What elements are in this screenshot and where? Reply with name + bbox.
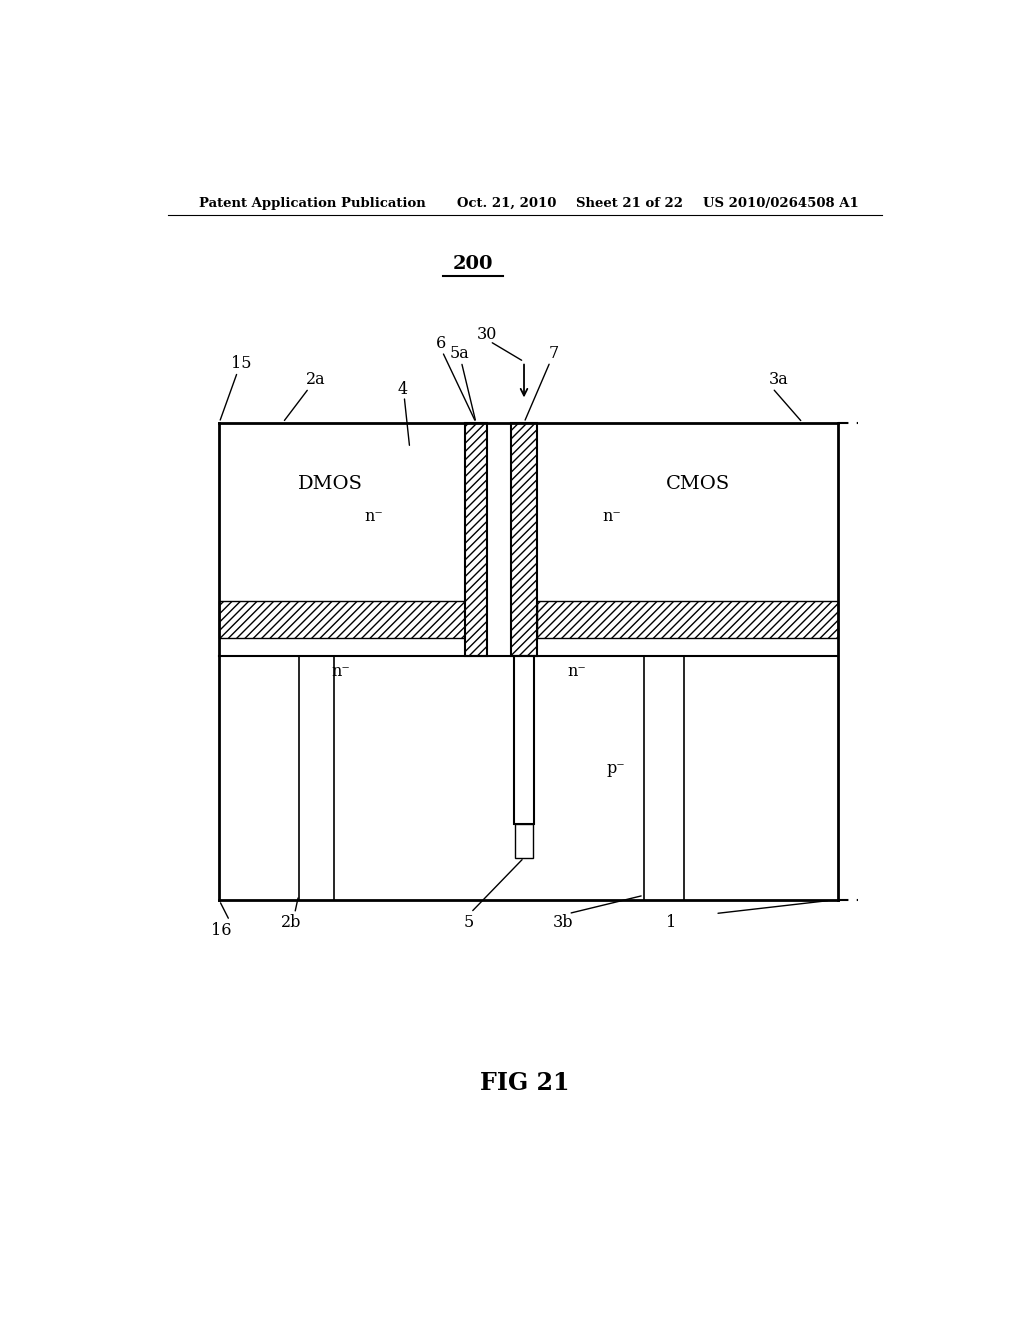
Text: n⁻: n⁻ — [603, 508, 622, 524]
Text: 2b: 2b — [281, 915, 301, 931]
Bar — [515, 824, 532, 858]
Text: Sheet 21 of 22: Sheet 21 of 22 — [577, 197, 683, 210]
Bar — [511, 422, 537, 656]
Text: 1: 1 — [667, 915, 677, 931]
Text: 16: 16 — [211, 923, 231, 940]
Text: 30: 30 — [476, 326, 497, 343]
Text: n⁻: n⁻ — [331, 663, 350, 680]
Text: DMOS: DMOS — [298, 475, 362, 492]
Text: p⁻: p⁻ — [606, 760, 626, 776]
Text: 7: 7 — [548, 345, 558, 362]
Text: 6: 6 — [435, 335, 445, 352]
Text: n⁻: n⁻ — [567, 663, 586, 680]
Text: 3a: 3a — [769, 371, 788, 388]
Text: 15: 15 — [231, 355, 252, 372]
Text: 5a: 5a — [450, 345, 470, 362]
Text: FIG 21: FIG 21 — [480, 1072, 569, 1096]
Text: Oct. 21, 2010: Oct. 21, 2010 — [458, 197, 557, 210]
Text: 2a: 2a — [306, 371, 326, 388]
Text: n⁻: n⁻ — [365, 508, 383, 524]
Text: 3b: 3b — [553, 915, 573, 931]
Text: 200: 200 — [453, 255, 494, 273]
Bar — [537, 601, 839, 638]
Bar — [219, 601, 465, 638]
Text: CMOS: CMOS — [666, 475, 730, 492]
Text: 4: 4 — [397, 380, 408, 397]
Bar — [465, 422, 486, 656]
Text: 5: 5 — [464, 915, 474, 931]
Bar — [514, 656, 535, 824]
Text: Patent Application Publication: Patent Application Publication — [200, 197, 426, 210]
Text: US 2010/0264508 A1: US 2010/0264508 A1 — [703, 197, 859, 210]
